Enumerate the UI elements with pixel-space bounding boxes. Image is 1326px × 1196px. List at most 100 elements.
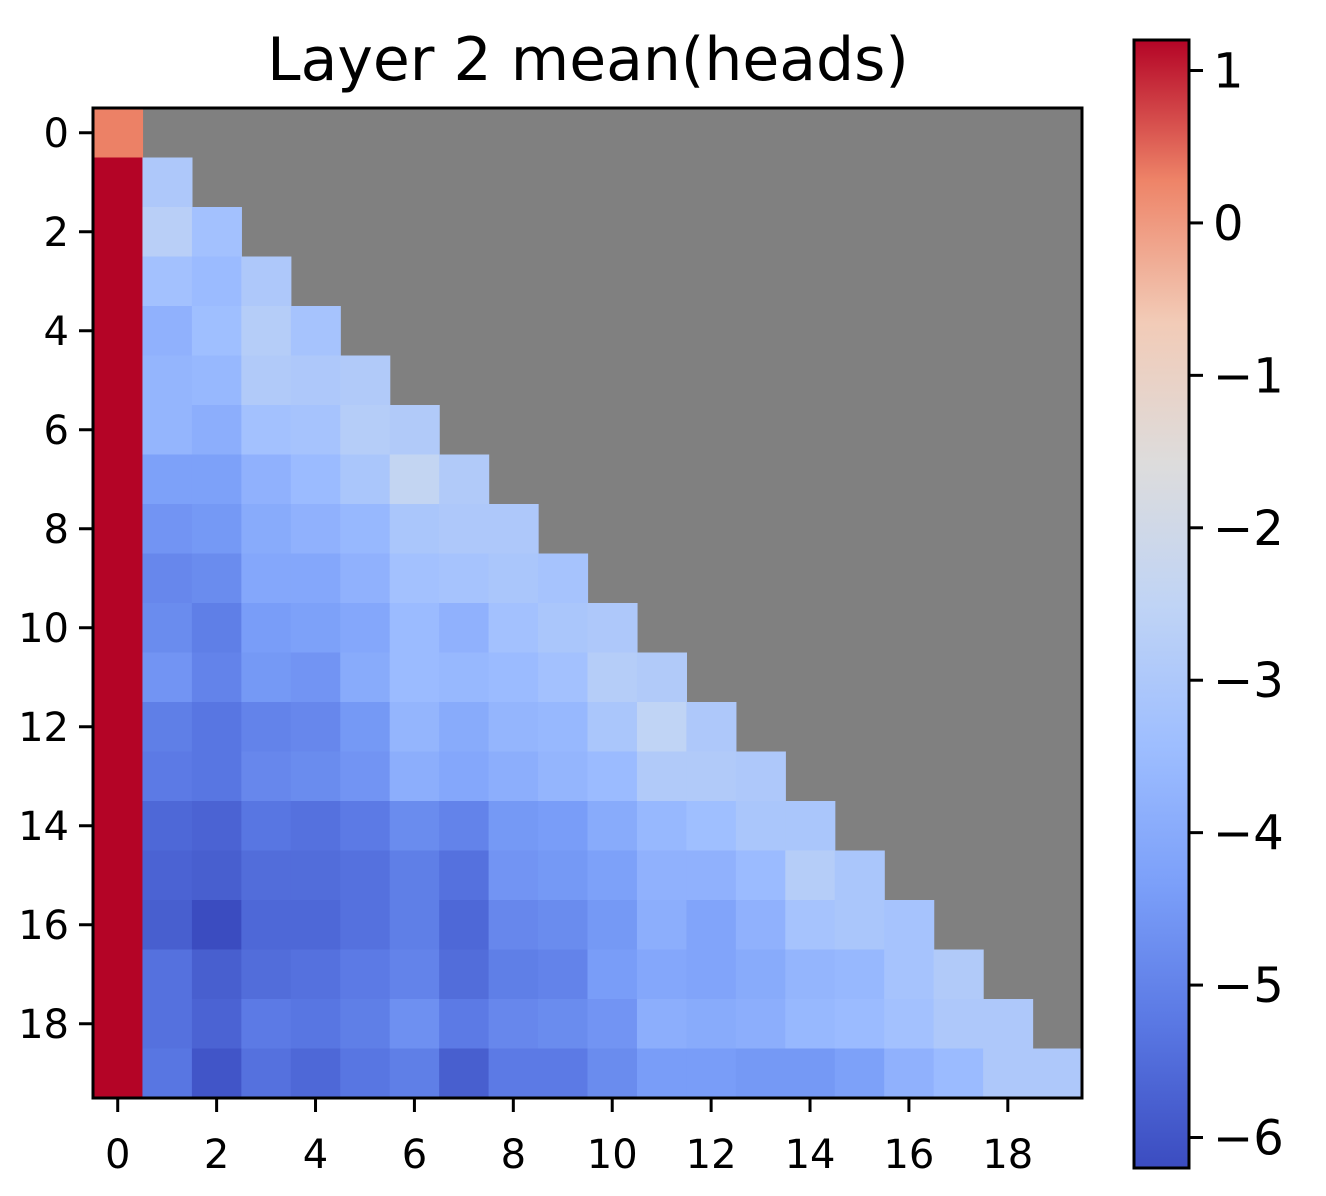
x-tick-label-14: 14 (785, 1132, 836, 1178)
heatmap-cell-r15-c15 (834, 850, 885, 901)
heatmap-cell-r0-c0 (93, 108, 144, 159)
colorbar-ticks: 1 0 −1 −2 −3 −4 −5 −6 (1189, 43, 1284, 1167)
heatmap-cell-r17-c5 (340, 949, 391, 1000)
heatmap-cell-r16-c7 (439, 900, 490, 951)
heatmap-cell-r8-c5 (340, 504, 391, 555)
heatmap-cell-r10-c6 (389, 603, 440, 654)
heatmap-cell-r12-c2 (191, 702, 242, 753)
heatmap-cell-r16-c10 (587, 900, 638, 951)
heatmap-cells (93, 108, 1083, 1099)
heatmap-cell-r17-c15 (834, 949, 885, 1000)
heatmap-cell-r12-c11 (636, 702, 687, 753)
heatmap-cell-r19-c7 (439, 1048, 490, 1099)
heatmap-cell-r18-c0 (93, 999, 144, 1050)
heatmap-cell-r19-c3 (241, 1048, 292, 1099)
heatmap-cell-r13-c13 (735, 751, 786, 802)
heatmap-cell-r15-c7 (439, 850, 490, 901)
heatmap-cell-r19-c10 (587, 1048, 638, 1099)
heatmap-cell-r9-c3 (241, 553, 292, 604)
heatmap-cell-r6-c1 (142, 405, 193, 456)
heatmap-cell-r5-c1 (142, 355, 193, 406)
heatmap-cell-r16-c11 (636, 900, 687, 951)
heatmap-cell-r10-c4 (290, 603, 341, 654)
heatmap-cell-r18-c3 (241, 999, 292, 1050)
heatmap-cell-r15-c6 (389, 850, 440, 901)
heatmap-cell-r9-c2 (191, 553, 242, 604)
plot-frame (91, 106, 1084, 1100)
heatmap-cell-r7-c7 (439, 454, 490, 505)
heatmap-cell-r19-c14 (785, 1048, 836, 1099)
heatmap-cell-r4-c1 (142, 306, 193, 357)
heatmap-cell-r13-c12 (686, 751, 737, 802)
heatmap-cell-r5-c0 (93, 355, 144, 406)
heatmap-cell-r6-c4 (290, 405, 341, 456)
y-tick-label-6: 6 (44, 408, 69, 454)
heatmap-cell-r16-c5 (340, 900, 391, 951)
heatmap-cell-r13-c2 (191, 751, 242, 802)
heatmap-cell-r17-c2 (191, 949, 242, 1000)
heatmap-cell-r19-c2 (191, 1048, 242, 1099)
heatmap-cell-r12-c1 (142, 702, 193, 753)
heatmap-cell-r18-c11 (636, 999, 687, 1050)
colorbar-tick-label-3: −2 (1213, 501, 1284, 557)
heatmap-cell-r13-c5 (340, 751, 391, 802)
heatmap-cell-r12-c9 (538, 702, 589, 753)
colorbar-tick-label-6: −5 (1213, 958, 1284, 1014)
heatmap-cell-r15-c3 (241, 850, 292, 901)
heatmap-cell-r2-c1 (142, 207, 193, 258)
heatmap-cell-r18-c7 (439, 999, 490, 1050)
heatmap-cell-r8-c2 (191, 504, 242, 555)
heatmap-cell-r1-c0 (93, 157, 144, 208)
heatmap-cell-r7-c6 (389, 454, 440, 505)
heatmap-cell-r18-c9 (538, 999, 589, 1050)
heatmap-cell-r9-c6 (389, 553, 440, 604)
y-tick-label-0: 0 (44, 111, 69, 157)
heatmap-cell-r17-c4 (290, 949, 341, 1000)
heatmap-cell-r4-c0 (93, 306, 144, 357)
y-tick-label-16: 16 (18, 903, 69, 949)
heatmap-cell-r15-c10 (587, 850, 638, 901)
heatmap-cell-r18-c14 (785, 999, 836, 1050)
heatmap-cell-r10-c0 (93, 603, 144, 654)
heatmap-cell-r18-c5 (340, 999, 391, 1050)
heatmap-cell-r11-c2 (191, 652, 242, 703)
heatmap-cell-r8-c0 (93, 504, 144, 555)
y-tick-label-8: 8 (44, 507, 69, 553)
heatmap-cell-r17-c16 (884, 949, 935, 1000)
y-axis: 0 2 4 6 8 10 12 14 16 18 (18, 111, 93, 1048)
heatmap-cell-r18-c16 (884, 999, 935, 1050)
heatmap-cell-r15-c8 (488, 850, 539, 901)
heatmap-cell-r17-c3 (241, 949, 292, 1000)
heatmap-cell-r16-c2 (191, 900, 242, 951)
heatmap-cell-r14-c3 (241, 801, 292, 852)
heatmap-cell-r16-c15 (834, 900, 885, 951)
heatmap-cell-r19-c16 (884, 1048, 935, 1099)
heatmap-cell-r13-c3 (241, 751, 292, 802)
heatmap-cell-r3-c2 (191, 256, 242, 307)
heatmap-cell-r11-c9 (538, 652, 589, 703)
heatmap-cell-r11-c3 (241, 652, 292, 703)
colorbar-tick-label-2: −1 (1213, 348, 1284, 404)
heatmap-cell-r11-c7 (439, 652, 490, 703)
heatmap-cell-r16-c1 (142, 900, 193, 951)
y-tick-label-18: 18 (18, 1002, 69, 1048)
x-tick-label-0: 0 (105, 1132, 130, 1178)
heatmap-cell-r14-c14 (785, 801, 836, 852)
heatmap-cell-r19-c5 (340, 1048, 391, 1099)
colorbar-tick-label-7: −6 (1213, 1111, 1284, 1167)
heatmap-cell-r17-c17 (933, 949, 984, 1000)
heatmap-cell-r8-c4 (290, 504, 341, 555)
heatmap-cell-r18-c8 (488, 999, 539, 1050)
heatmap-cell-r9-c4 (290, 553, 341, 604)
heatmap-cell-r13-c4 (290, 751, 341, 802)
heatmap-cell-r7-c2 (191, 454, 242, 505)
heatmap-cell-r13-c0 (93, 751, 144, 802)
heatmap-cell-r14-c11 (636, 801, 687, 852)
heatmap-cell-r8-c7 (439, 504, 490, 555)
heatmap-cell-r15-c13 (735, 850, 786, 901)
heatmap-cell-r15-c4 (290, 850, 341, 901)
heatmap-cell-r15-c0 (93, 850, 144, 901)
heatmap-cell-r12-c6 (389, 702, 440, 753)
heatmap-cell-r15-c2 (191, 850, 242, 901)
